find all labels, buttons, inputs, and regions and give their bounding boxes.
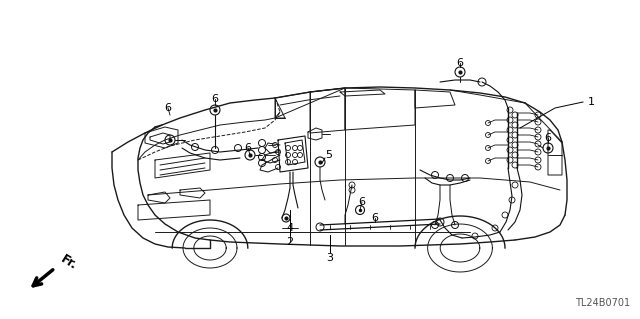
Text: 6: 6 bbox=[456, 58, 463, 68]
Text: 6: 6 bbox=[211, 94, 218, 104]
Text: 6: 6 bbox=[358, 197, 365, 207]
Text: 1: 1 bbox=[588, 97, 595, 107]
Text: 6: 6 bbox=[371, 213, 378, 223]
Text: 5: 5 bbox=[325, 150, 332, 160]
Text: 6: 6 bbox=[545, 133, 552, 143]
Text: 6: 6 bbox=[164, 103, 172, 113]
Text: 6: 6 bbox=[244, 143, 252, 153]
Text: 4: 4 bbox=[287, 223, 294, 233]
Text: 2: 2 bbox=[287, 237, 294, 247]
Text: TL24B0701: TL24B0701 bbox=[575, 298, 630, 308]
Text: Fr.: Fr. bbox=[58, 253, 79, 273]
Text: 3: 3 bbox=[326, 253, 333, 263]
